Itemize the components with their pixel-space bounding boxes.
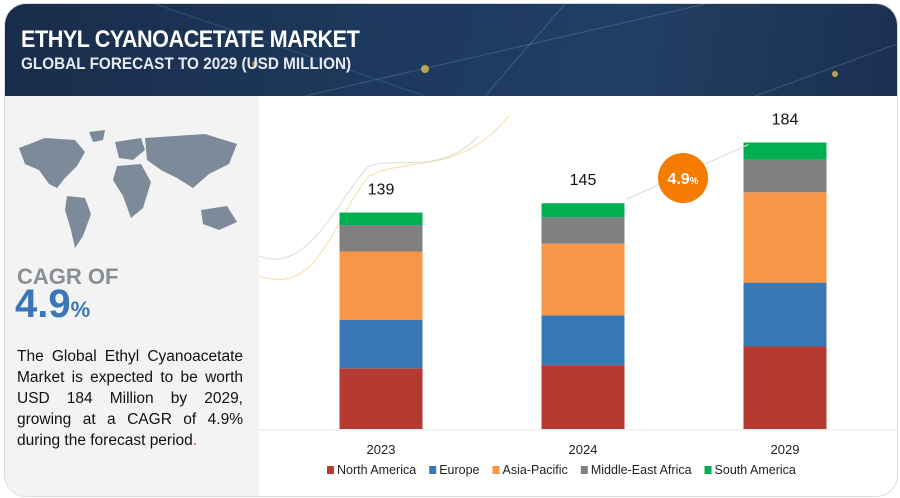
legend-label-south-america: South America bbox=[715, 463, 796, 477]
market-description: The Global Ethyl Cyanoacetate Market is … bbox=[17, 346, 243, 451]
cagr-value: 4.9% bbox=[15, 282, 90, 327]
cagr-bubble-label: 4.9% bbox=[667, 171, 698, 188]
x-tick-label-2029: 2029 bbox=[771, 442, 800, 457]
bar-segment-asia-pacific-2029 bbox=[743, 192, 827, 283]
bar-segment-middle-east-africa-2023 bbox=[339, 225, 423, 252]
chart-area: 139 2023 145 2024 184 2029 4.9% North America Eu… bbox=[258, 96, 897, 496]
cagr-bubble bbox=[658, 153, 708, 203]
header-banner: ETHYL CYANOACETATE MARKET GLOBAL FORECAS… bbox=[5, 4, 897, 96]
header-background-decoration bbox=[154, 4, 897, 96]
total-label-2023: 139 bbox=[368, 182, 395, 199]
total-label-2029: 184 bbox=[772, 112, 799, 129]
legend-swatch-asia-pacific bbox=[492, 466, 500, 474]
cagr-unit: % bbox=[70, 297, 91, 322]
bar-segment-north-america-2029 bbox=[743, 346, 827, 429]
bar-segment-south-america-2024 bbox=[541, 203, 625, 218]
world-map-icon bbox=[19, 130, 237, 248]
x-tick-label-2024: 2024 bbox=[569, 442, 598, 457]
legend-label-middle-east-africa: Middle-East Africa bbox=[591, 463, 692, 477]
summary-panel: CAGR OF 4.9% The Global Ethyl Cyanoaceta… bbox=[5, 96, 259, 496]
page-title: ETHYL CYANOACETATE MARKET bbox=[21, 26, 360, 53]
bar-segment-north-america-2024 bbox=[541, 365, 625, 429]
bar-segment-middle-east-africa-2024 bbox=[541, 217, 625, 244]
bar-segment-asia-pacific-2023 bbox=[339, 251, 423, 321]
description-period: . bbox=[192, 432, 198, 449]
legend-swatch-north-america bbox=[327, 466, 334, 474]
legend-label-north-america: North America bbox=[337, 463, 416, 477]
stacked-bar-chart: 139 2023 145 2024 184 2029 4.9% North America Eu… bbox=[258, 112, 897, 477]
legend-label-asia-pacific: Asia-Pacific bbox=[503, 463, 568, 477]
bar-segment-europe-2023 bbox=[339, 320, 423, 369]
total-label-2024: 145 bbox=[570, 172, 597, 189]
description-text: The Global Ethyl Cyanoacetate Market is … bbox=[17, 348, 243, 449]
bar-segment-south-america-2023 bbox=[339, 212, 423, 226]
bar-segment-middle-east-africa-2029 bbox=[743, 159, 827, 193]
legend-label-europe: Europe bbox=[439, 463, 479, 477]
decorative-curve bbox=[258, 115, 510, 280]
decorative-curve bbox=[258, 135, 480, 260]
legend-swatch-europe bbox=[429, 466, 437, 474]
bar-segment-south-america-2029 bbox=[743, 142, 827, 160]
legend-swatch-south-america bbox=[704, 466, 712, 474]
page-subtitle: GLOBAL FORECAST TO 2029 (USD MILLION) bbox=[21, 54, 352, 73]
bar-segment-asia-pacific-2024 bbox=[541, 243, 625, 316]
cagr-label: CAGR OF bbox=[17, 264, 119, 289]
infographic-card: ETHYL CYANOACETATE MARKET GLOBAL FORECAS… bbox=[4, 3, 898, 497]
legend-swatch-middle-east-africa bbox=[580, 466, 588, 474]
bar-segment-north-america-2023 bbox=[339, 368, 423, 429]
x-tick-label-2023: 2023 bbox=[367, 442, 396, 457]
cagr-number: 4.9 bbox=[15, 282, 71, 326]
bar-segment-europe-2029 bbox=[743, 282, 827, 347]
bar-segment-europe-2024 bbox=[541, 315, 625, 366]
